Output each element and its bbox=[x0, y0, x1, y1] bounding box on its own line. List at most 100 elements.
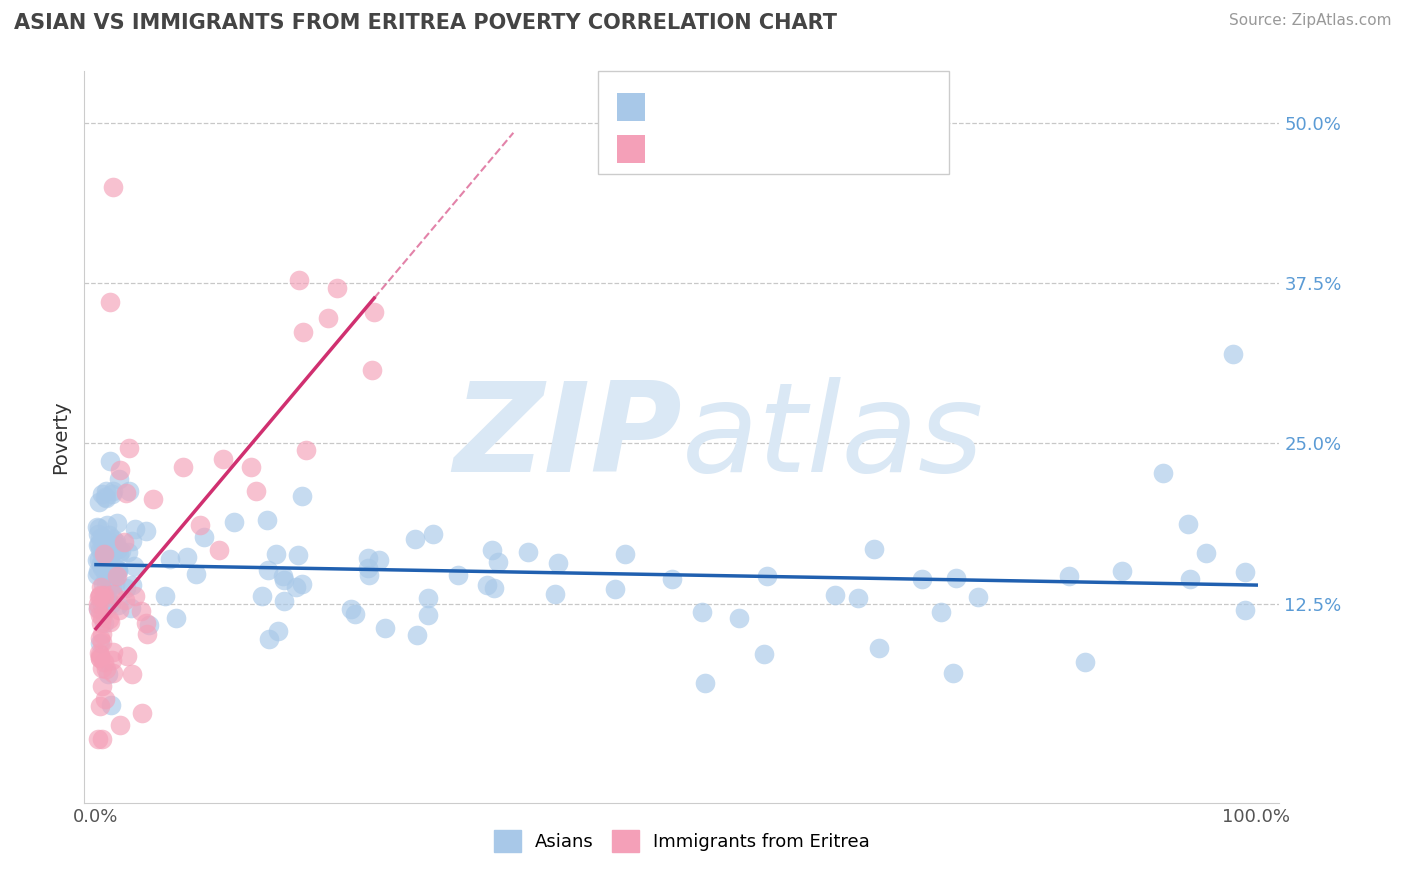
Point bbox=[94, 576, 117, 591]
Point bbox=[98, 615, 121, 630]
Point bbox=[97, 534, 120, 549]
Point bbox=[93, 588, 115, 602]
Point bbox=[100, 580, 122, 594]
Point bbox=[91, 486, 114, 500]
Point bbox=[343, 607, 366, 622]
Point bbox=[103, 545, 125, 559]
Point bbox=[416, 607, 439, 622]
Point bbox=[273, 573, 295, 587]
Point bbox=[93, 538, 115, 552]
Point bbox=[374, 621, 396, 635]
Point bbox=[98, 295, 121, 310]
Point bbox=[89, 648, 111, 662]
Point bbox=[120, 600, 142, 615]
Point bbox=[107, 564, 129, 578]
Point bbox=[94, 590, 117, 604]
Point bbox=[176, 550, 198, 565]
Point bbox=[98, 612, 121, 626]
Point bbox=[486, 555, 509, 569]
Point bbox=[91, 577, 114, 591]
Point bbox=[91, 635, 114, 649]
Point bbox=[256, 513, 278, 527]
Point bbox=[101, 653, 124, 667]
Point bbox=[93, 615, 115, 630]
Point bbox=[117, 545, 139, 559]
Point bbox=[614, 547, 637, 561]
Point bbox=[96, 662, 118, 676]
Text: atlas: atlas bbox=[682, 376, 984, 498]
Point bbox=[131, 706, 153, 720]
Point bbox=[105, 538, 128, 552]
Point bbox=[89, 543, 111, 558]
Point bbox=[118, 441, 141, 455]
Point bbox=[1057, 568, 1080, 582]
Point bbox=[122, 558, 145, 573]
Point bbox=[94, 491, 117, 505]
Point bbox=[475, 578, 498, 592]
Point bbox=[89, 537, 111, 551]
Point bbox=[89, 531, 111, 545]
Point bbox=[357, 551, 380, 566]
Point bbox=[257, 632, 280, 646]
Point bbox=[135, 616, 157, 631]
Point bbox=[661, 572, 683, 586]
Point bbox=[89, 589, 111, 603]
Point bbox=[239, 460, 262, 475]
Point bbox=[516, 545, 538, 559]
Point bbox=[97, 558, 120, 573]
Point bbox=[103, 533, 125, 547]
Y-axis label: Poverty: Poverty bbox=[52, 401, 70, 474]
Point bbox=[101, 645, 124, 659]
Point bbox=[91, 561, 114, 575]
Point bbox=[89, 636, 111, 650]
Point bbox=[357, 568, 380, 582]
Point bbox=[295, 442, 318, 457]
Point bbox=[103, 179, 125, 194]
Point bbox=[363, 305, 385, 319]
Point bbox=[90, 556, 112, 570]
Point bbox=[90, 558, 112, 572]
Point bbox=[91, 548, 114, 562]
Point bbox=[404, 533, 426, 547]
Point bbox=[1073, 655, 1095, 669]
Point bbox=[86, 564, 108, 578]
Point bbox=[89, 495, 111, 509]
Point bbox=[824, 588, 846, 602]
Point bbox=[91, 549, 114, 563]
Point bbox=[108, 718, 131, 732]
Point bbox=[105, 516, 128, 531]
Legend: Asians, Immigrants from Eritrea: Asians, Immigrants from Eritrea bbox=[486, 823, 877, 860]
Point bbox=[91, 540, 114, 554]
Point bbox=[97, 667, 120, 681]
Point bbox=[285, 580, 308, 594]
Point bbox=[728, 611, 751, 625]
Point bbox=[291, 489, 314, 503]
Point bbox=[96, 586, 118, 600]
Point bbox=[98, 527, 121, 541]
Point bbox=[250, 590, 273, 604]
Point bbox=[292, 325, 315, 339]
Point bbox=[97, 593, 120, 607]
Point bbox=[481, 543, 503, 558]
Point bbox=[118, 484, 141, 499]
Point bbox=[208, 542, 231, 557]
Point bbox=[86, 553, 108, 567]
Point bbox=[87, 601, 110, 615]
Point bbox=[107, 603, 129, 617]
Point bbox=[90, 679, 112, 693]
Point bbox=[105, 568, 128, 582]
Point bbox=[89, 608, 111, 623]
Point bbox=[90, 610, 112, 624]
Point bbox=[1233, 566, 1256, 580]
Point bbox=[91, 627, 114, 641]
Point bbox=[124, 522, 146, 536]
Point bbox=[104, 577, 127, 591]
Point bbox=[98, 546, 121, 560]
Point bbox=[124, 589, 146, 603]
Point bbox=[90, 580, 112, 594]
Point bbox=[271, 569, 294, 583]
Point bbox=[862, 541, 884, 556]
Text: R = -0.248   N = 146: R = -0.248 N = 146 bbox=[655, 95, 844, 113]
Point bbox=[89, 647, 111, 661]
Point bbox=[107, 598, 129, 612]
